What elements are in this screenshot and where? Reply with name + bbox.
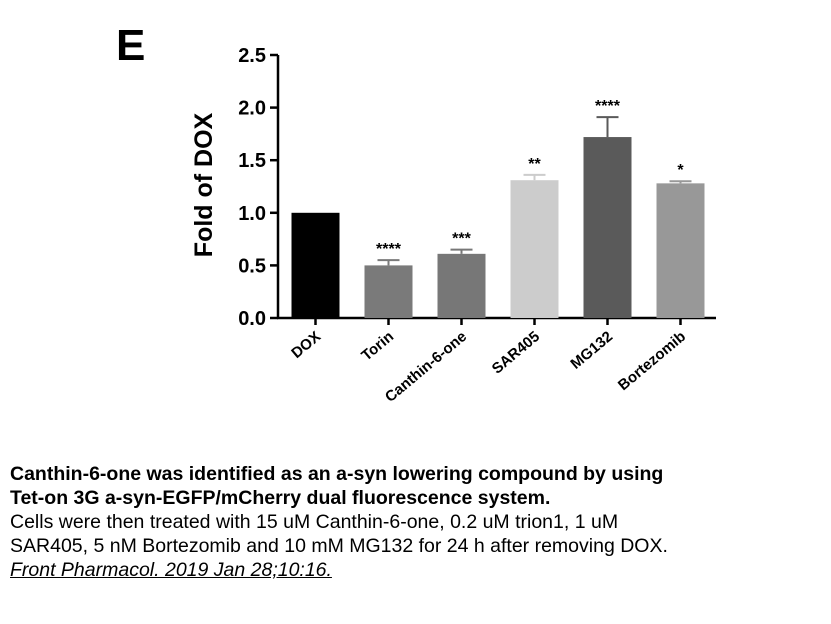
significance-label: **** bbox=[376, 241, 402, 258]
panel-letter: E bbox=[116, 21, 146, 70]
caption-title-line-2: Tet-on 3G a-syn-EGFP/mCherry dual fluore… bbox=[10, 487, 551, 509]
bar bbox=[583, 137, 632, 318]
significance-label: **** bbox=[595, 98, 621, 115]
y-axis-label: Fold of DOX bbox=[190, 112, 218, 257]
chart-bars bbox=[291, 116, 705, 318]
bar bbox=[656, 183, 705, 318]
y-tick-label: 1.0 bbox=[238, 203, 266, 225]
x-tick-label: Bortezomib bbox=[615, 328, 689, 394]
y-tick-label: 0.5 bbox=[238, 255, 266, 277]
significance-label: * bbox=[677, 162, 684, 179]
bar bbox=[364, 265, 413, 318]
chart-axes: 0.0 0.5 1.0 1.5 2.0 2.5 bbox=[238, 45, 716, 330]
bar-chart: 0.00.51.01.52.02.5 DOX Torin****Canthin-6… bbox=[190, 45, 716, 406]
y-tick-label: 2.0 bbox=[238, 98, 266, 120]
caption-source-link[interactable]: Front Pharmacol. 2019 Jan 28;10:16. bbox=[10, 559, 332, 581]
caption-title-line-1: Canthin-6-one was identified as an a-syn… bbox=[10, 463, 664, 485]
x-tick-label: SAR405 bbox=[489, 328, 543, 377]
significance-label: *** bbox=[452, 231, 471, 248]
significance-label: ** bbox=[528, 156, 541, 173]
bar bbox=[291, 212, 340, 318]
y-tick-label: 0.0 bbox=[238, 308, 266, 330]
y-tick-label: 2.5 bbox=[238, 45, 266, 67]
x-tick-label: Torin bbox=[358, 328, 397, 364]
caption-body-line-1: Cells were then treated with 15 uM Canth… bbox=[10, 511, 619, 533]
figure-caption: Canthin-6-one was identified as an a-syn… bbox=[10, 462, 825, 582]
bar bbox=[510, 180, 559, 318]
caption-body-line-2: SAR405, 5 nM Bortezomib and 10 mM MG132 … bbox=[10, 535, 668, 557]
x-tick-label: MG132 bbox=[567, 328, 616, 373]
y-tick-label: 1.5 bbox=[238, 150, 266, 172]
bar bbox=[437, 253, 486, 318]
x-tick-label: DOX bbox=[288, 328, 324, 362]
